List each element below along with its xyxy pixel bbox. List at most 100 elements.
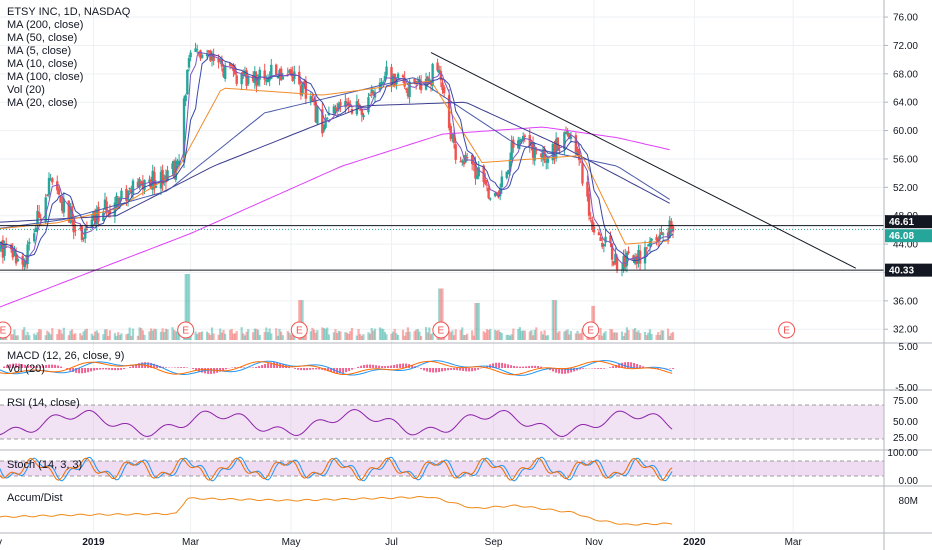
macd-hist-149 — [435, 368, 438, 373]
candle-body-174 — [385, 66, 388, 76]
volume-bar-95 — [205, 331, 209, 340]
indicator-panes — [0, 359, 675, 526]
ad-legend[interactable]: Accum/Dist — [7, 492, 63, 504]
candle-body-189 — [419, 80, 423, 91]
candle-body-195 — [436, 62, 439, 71]
legend-ma10[interactable]: MA (10, close) — [7, 58, 78, 70]
candle-body-140 — [309, 96, 313, 102]
candle-body-76 — [161, 169, 164, 185]
candle-body-119 — [258, 69, 261, 80]
macd-hist-187 — [549, 368, 552, 371]
volume-bar-67 — [140, 328, 143, 340]
volume-bar-34 — [62, 327, 65, 340]
volume-bar-32 — [59, 329, 62, 340]
symbol-title[interactable]: ETSY INC, 1D, NASDAQ — [7, 6, 131, 18]
volume-bar-297 — [670, 333, 673, 340]
candle-body-19 — [28, 242, 31, 244]
volume-bar-290 — [655, 334, 658, 340]
macd-hist-35 — [93, 368, 96, 371]
stoch-legend[interactable]: Stoch (14, 3, 3) — [7, 459, 83, 471]
candle-body-257 — [577, 148, 581, 161]
volume-bar-275 — [620, 331, 624, 340]
macd-hist-151 — [441, 368, 444, 372]
macd-hist-186 — [546, 368, 549, 369]
volume-bar-211 — [472, 335, 475, 340]
legend-ma200[interactable]: MA (200, close) — [7, 19, 84, 31]
macd-vol-legend[interactable]: Vol (20) — [7, 363, 45, 375]
legend-ma50[interactable]: MA (50, close) — [7, 32, 78, 44]
macd-hist-40 — [108, 368, 111, 370]
candle-body-122 — [266, 77, 270, 83]
legend-ma100[interactable]: MA (100, close) — [7, 71, 84, 83]
rsi-band — [0, 404, 884, 440]
volume-bar-216 — [484, 332, 487, 340]
macd-hist-59 — [165, 367, 168, 368]
candle-body-141 — [311, 98, 314, 102]
volume-bar-154 — [339, 331, 342, 340]
macd-legend[interactable]: MACD (12, 26, close, 9) — [7, 350, 125, 362]
volume-bar-128 — [280, 331, 283, 340]
macd-hist-171 — [501, 362, 504, 368]
candle-body-226 — [507, 169, 510, 175]
volume-bar-141 — [311, 327, 314, 340]
candle-body-194 — [431, 64, 434, 86]
price-tick-label-8: 44.00 — [893, 240, 918, 251]
candle-body-205 — [459, 161, 462, 163]
volume-bar-10 — [10, 334, 13, 340]
candle-body-263 — [591, 219, 594, 230]
candle-body-224 — [500, 176, 503, 188]
candle-body-83 — [176, 162, 179, 164]
badge-last-price-text: 46.08 — [889, 231, 914, 242]
earnings-label-2: E — [296, 326, 303, 337]
macd-hist-29 — [75, 368, 78, 373]
rsi-legend[interactable]: RSI (14, close) — [7, 397, 80, 409]
candle-body-274 — [615, 256, 619, 270]
legend-ma5[interactable]: MA (5, close) — [7, 45, 72, 57]
volume-bar-36 — [69, 330, 72, 340]
volume-bar-242 — [543, 330, 546, 340]
macd-hist-209 — [615, 364, 618, 368]
candle-body-129 — [281, 76, 285, 80]
volume-bar-269 — [604, 331, 607, 340]
sub-axis-label-6: 0.00 — [899, 476, 919, 487]
macd-hist-42 — [114, 368, 117, 371]
volume-bar-88 — [187, 274, 191, 340]
candle-body-88 — [187, 58, 191, 68]
volume-bar-175 — [390, 333, 393, 340]
volume-bar-190 — [424, 327, 428, 340]
candle-body-101 — [219, 60, 222, 62]
volume-bar-220 — [494, 329, 497, 340]
macd-hist-119 — [345, 368, 348, 373]
macd-hist-120 — [348, 368, 351, 372]
candle-body-75 — [159, 171, 163, 189]
legend-vol[interactable]: Vol (20) — [7, 84, 45, 96]
candle-body-105 — [228, 63, 232, 66]
volume-bar-224 — [500, 332, 503, 340]
volume-bar-176 — [392, 331, 395, 340]
legend-ma20[interactable]: MA (20, close) — [7, 97, 78, 109]
volume-bar-191 — [426, 332, 429, 340]
volume-bar-96 — [207, 333, 210, 340]
candle-body-148 — [326, 117, 329, 119]
volume-bar-228 — [510, 334, 513, 340]
earnings-circle-2 — [290, 321, 308, 339]
volume-bar-17 — [24, 335, 28, 340]
candle-body-246 — [553, 146, 556, 158]
candle-body-173 — [383, 75, 387, 81]
volume-bar-161 — [357, 329, 360, 340]
candle-body-60 — [125, 188, 128, 201]
volume-bar-119 — [258, 335, 261, 340]
trendline[interactable] — [430, 52, 857, 269]
downtrend-line — [430, 52, 857, 269]
macd-hist-213 — [627, 362, 630, 368]
macd-hist-13 — [27, 365, 30, 368]
volume-bar-155 — [344, 332, 347, 340]
macd-hist-17 — [39, 365, 42, 368]
candle-body-183 — [406, 90, 410, 97]
volume-bar-99 — [212, 333, 215, 340]
macd-hist-23 — [57, 365, 60, 368]
price-tick-label-2: 68.00 — [893, 69, 918, 80]
candle-body-277 — [624, 255, 627, 268]
